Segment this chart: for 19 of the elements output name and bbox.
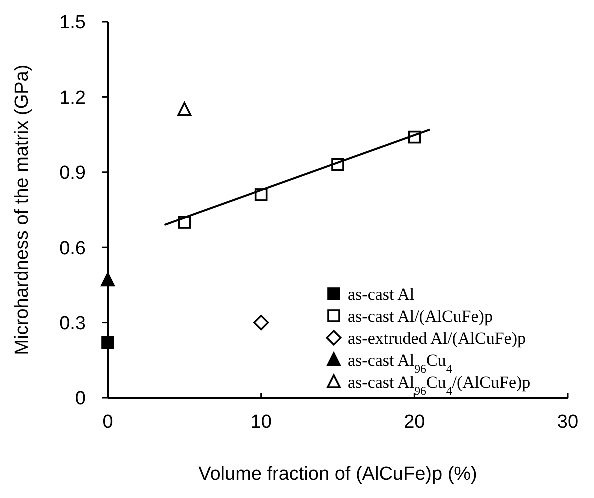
point	[178, 102, 192, 116]
point	[254, 315, 270, 331]
y-tick-label: 1.5	[60, 12, 86, 34]
x-tick-label: 30	[557, 412, 579, 433]
x-tick-label: 0	[102, 412, 114, 433]
x-tick-label: 20	[404, 412, 426, 433]
legend-label: as-cast Al	[348, 284, 415, 304]
y-tick-label: 0.9	[60, 163, 86, 184]
legend-label: as-extruded Al/(AlCuFe)p	[348, 328, 526, 348]
y-tick-label: 0.6	[60, 238, 86, 260]
legend-label: as-cast Al/(AlCuFe)p	[348, 306, 493, 326]
y-tick-label: 1.2	[60, 88, 86, 109]
point	[101, 272, 115, 287]
x-axis-title: Volume fraction of (AlCuFe)p (%)	[198, 464, 478, 485]
point	[102, 336, 114, 350]
y-tick-label: 0	[75, 388, 86, 410]
x-tick-label: 10	[250, 412, 272, 433]
y-tick-label: 0.3	[60, 313, 86, 334]
y-axis-title: Microhardness of the matrix (GPa)	[12, 64, 33, 356]
